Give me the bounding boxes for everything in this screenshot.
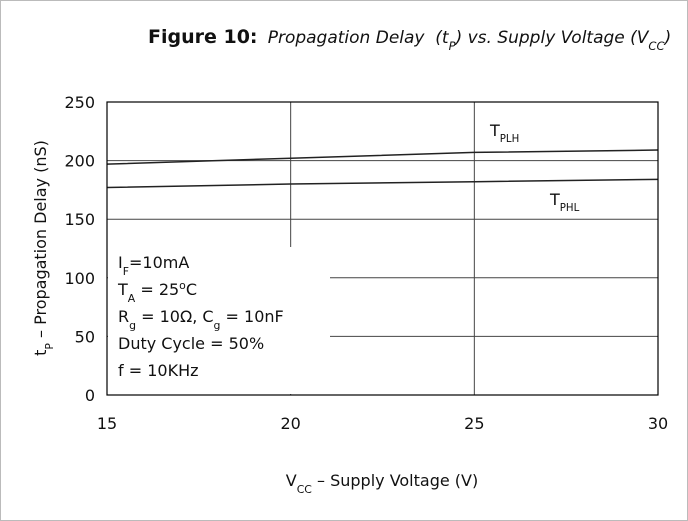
text-part: =10mA: [129, 253, 189, 272]
text-part: g: [214, 319, 221, 332]
text-part: Duty Cycle = 50%: [118, 334, 264, 353]
text-part: T: [117, 280, 128, 299]
text-part: – Propagation Delay (nS): [31, 140, 50, 343]
annotation: Duty Cycle = 50%: [118, 334, 264, 353]
annotation: f = 10KHz: [118, 361, 199, 380]
text-part: = 25: [135, 280, 179, 299]
title-gap: [258, 28, 268, 47]
text-part: = 10Ω, C: [136, 307, 214, 326]
y-axis-label: tP – Propagation Delay (nS): [31, 140, 56, 356]
annotation: Rg = 10Ω, Cg = 10nF: [118, 307, 284, 332]
x-tick-label: 15: [97, 414, 117, 433]
text-part: ): [663, 28, 672, 48]
text-part: A: [128, 292, 136, 305]
x-tick-label: 20: [280, 414, 300, 433]
x-tick-label: 30: [648, 414, 668, 433]
text-part: = 10nF: [220, 307, 283, 326]
x-axis-label: VCC – Supply Voltage (V): [286, 471, 478, 496]
text-part: T: [489, 121, 500, 140]
annotation: IF=10mA: [118, 253, 189, 278]
text-part: t: [31, 350, 50, 356]
y-tick-label: 50: [75, 327, 95, 346]
text-part: f = 10KHz: [118, 361, 199, 380]
legend-label: TPLH: [489, 121, 519, 145]
text-part: o: [179, 279, 186, 292]
text-part: P: [43, 343, 56, 350]
title-text: Propagation Delay (tP) vs. Supply Voltag…: [268, 28, 672, 53]
y-tick-label: 200: [64, 152, 95, 171]
text-part: CC: [297, 483, 312, 496]
legend-label: TPHL: [549, 190, 580, 214]
y-tick-label: 150: [64, 210, 95, 229]
chart-title: Figure 10: Propagation Delay (tP) vs. Su…: [148, 26, 671, 53]
text-part: C: [186, 280, 197, 299]
annotation: TA = 25oC: [117, 279, 197, 305]
y-tick-label: 100: [64, 269, 95, 288]
text-part: PLH: [500, 134, 519, 145]
series-line: [106, 149, 659, 165]
plot-frame: [106, 101, 659, 396]
annotation-box: [108, 247, 330, 394]
title-label: Figure 10:: [148, 26, 258, 48]
y-tick-label: 250: [64, 93, 95, 112]
text-part: R: [118, 307, 129, 326]
x-tick-label: 25: [464, 414, 484, 433]
text-part: CC: [648, 39, 665, 53]
y-tick-label: 0: [85, 386, 95, 405]
text-part: ) vs. Supply Voltage (V: [454, 28, 650, 48]
text-part: P: [449, 39, 456, 53]
text-part: PHL: [560, 203, 580, 214]
text-part: Propagation Delay (t: [268, 28, 450, 48]
text-part: V: [286, 471, 297, 490]
text-part: I: [118, 253, 123, 272]
series-line: [106, 178, 659, 189]
text-part: g: [129, 319, 136, 332]
text-part: T: [549, 190, 560, 209]
text-part: F: [123, 265, 129, 278]
text-part: – Supply Voltage (V): [312, 471, 478, 490]
